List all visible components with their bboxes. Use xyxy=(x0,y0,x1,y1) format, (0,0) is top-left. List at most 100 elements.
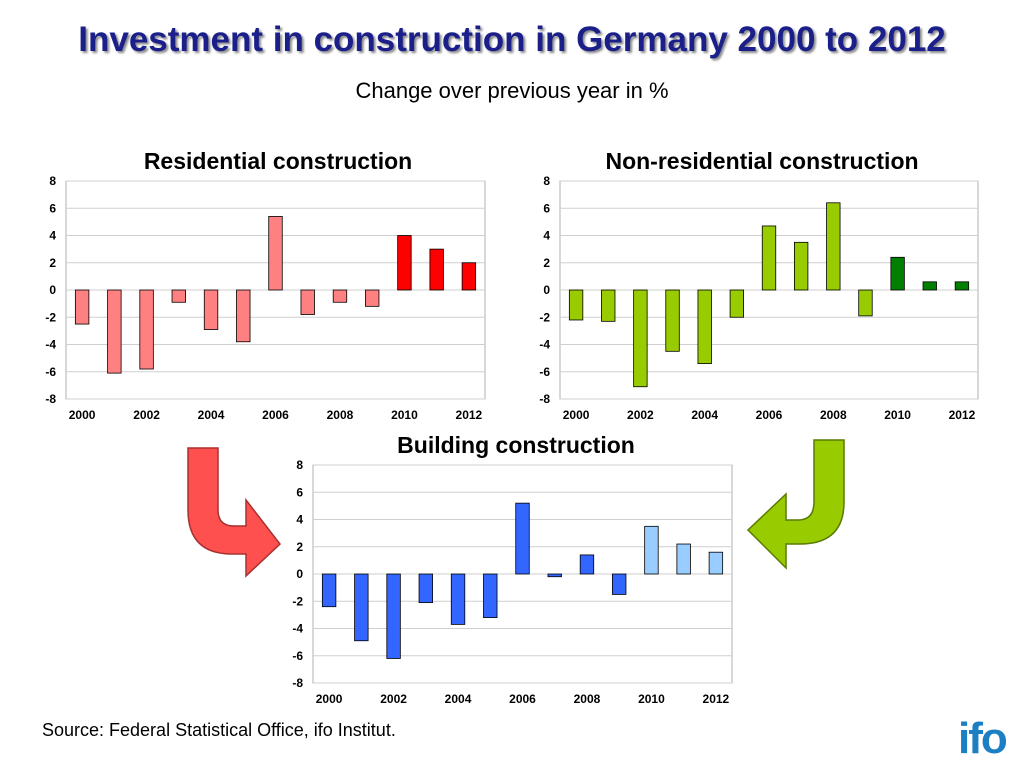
x-tick-label: 2004 xyxy=(691,408,718,422)
bar-2004 xyxy=(450,573,466,625)
bar-2012 xyxy=(954,281,970,291)
bar-2006 xyxy=(515,502,530,575)
x-tick-label: 2006 xyxy=(756,408,783,422)
y-tick-label: -8 xyxy=(539,392,550,406)
building-chart-title: Building construction xyxy=(397,432,635,458)
y-tick-label: -2 xyxy=(539,310,550,324)
y-tick-label: -6 xyxy=(45,365,56,379)
y-tick-label: -8 xyxy=(45,392,56,406)
x-tick-label: 2004 xyxy=(198,408,225,422)
left-curved-arrow-icon xyxy=(187,447,282,578)
residential-chart-title: Residential construction xyxy=(143,148,413,174)
x-tick-label: 2012 xyxy=(703,692,730,706)
y-tick-label: 0 xyxy=(49,283,56,297)
bar-2007 xyxy=(547,573,562,578)
x-tick-label: 2002 xyxy=(133,408,160,422)
y-tick-label: 8 xyxy=(49,174,56,188)
right-arrow-shape xyxy=(746,439,845,570)
x-tick-label: 2008 xyxy=(574,692,601,706)
y-tick-label: 2 xyxy=(49,256,56,270)
y-tick-label: 8 xyxy=(296,458,303,472)
bar-2003 xyxy=(171,289,186,303)
bar-2002 xyxy=(386,573,401,659)
bar-2008 xyxy=(826,202,841,291)
nonresidential-chart-title: Non-residential construction xyxy=(605,148,919,174)
bar-2004 xyxy=(203,289,219,330)
bar-2000 xyxy=(321,573,337,608)
bar-2007 xyxy=(794,241,809,291)
bar-2012 xyxy=(461,262,477,291)
bar-2002 xyxy=(633,289,648,388)
page-subtitle: Change over previous year in % xyxy=(355,78,669,103)
x-tick-label: 2010 xyxy=(884,408,911,422)
bar-2002 xyxy=(139,289,154,370)
y-tick-label: -4 xyxy=(45,338,56,352)
bar-2005 xyxy=(236,289,251,343)
y-tick-label: 6 xyxy=(543,201,550,215)
y-tick-label: 4 xyxy=(49,229,56,243)
y-tick-label: 0 xyxy=(296,567,303,581)
page-title: Investment in construction in Germany 20… xyxy=(78,20,946,59)
y-tick-label: -6 xyxy=(539,365,550,379)
bar-2007 xyxy=(300,289,315,315)
x-tick-label: 2008 xyxy=(820,408,847,422)
y-tick-label: -4 xyxy=(539,338,550,352)
y-tick-label: -4 xyxy=(292,622,303,636)
x-tick-label: 2006 xyxy=(262,408,289,422)
x-tick-label: 2010 xyxy=(391,408,418,422)
source-note: Source: Federal Statistical Office, ifo … xyxy=(42,720,396,740)
x-tick-label: 2002 xyxy=(627,408,654,422)
y-tick-label: 0 xyxy=(543,283,550,297)
y-tick-label: 6 xyxy=(49,201,56,215)
y-tick-label: -2 xyxy=(45,310,56,324)
left-arrow-shape xyxy=(187,447,282,578)
bar-2004 xyxy=(697,289,712,364)
y-tick-label: 4 xyxy=(543,229,550,243)
bar-2009 xyxy=(612,573,627,595)
x-tick-label: 2006 xyxy=(509,692,536,706)
y-tick-label: 4 xyxy=(296,513,303,527)
bar-2006 xyxy=(761,225,777,291)
bar-2011 xyxy=(922,281,937,291)
x-tick-label: 2000 xyxy=(69,408,96,422)
x-tick-label: 2000 xyxy=(563,408,590,422)
bar-2003 xyxy=(418,573,433,604)
bar-2003 xyxy=(665,289,680,352)
ifo-logo: ifo xyxy=(958,714,1022,766)
bar-2005 xyxy=(729,289,744,318)
x-tick-label: 2000 xyxy=(316,692,343,706)
bar-2010 xyxy=(397,235,412,291)
bar-2006 xyxy=(268,216,283,291)
x-tick-label: 2008 xyxy=(327,408,354,422)
right-curved-arrow-icon xyxy=(746,439,845,570)
x-tick-label: 2012 xyxy=(949,408,976,422)
bar-2010 xyxy=(644,525,659,575)
bar-2010 xyxy=(890,256,905,291)
bar-2011 xyxy=(429,248,444,291)
x-tick-label: 2012 xyxy=(456,408,483,422)
ifo-logo-text: ifo xyxy=(958,714,1008,763)
bar-2000 xyxy=(568,289,584,321)
x-tick-label: 2010 xyxy=(638,692,665,706)
y-tick-label: 2 xyxy=(296,540,303,554)
bar-2008 xyxy=(332,289,348,303)
y-tick-label: 2 xyxy=(543,256,550,270)
y-tick-label: -8 xyxy=(292,676,303,690)
bar-2011 xyxy=(676,543,691,575)
bar-2012 xyxy=(708,551,724,575)
y-tick-label: 6 xyxy=(296,485,303,499)
y-tick-label: 8 xyxy=(543,174,550,188)
bar-2009 xyxy=(858,289,873,317)
bar-2001 xyxy=(354,573,369,642)
bar-2009 xyxy=(365,289,380,307)
bar-2005 xyxy=(483,573,498,618)
y-tick-label: -6 xyxy=(292,649,303,663)
bar-2001 xyxy=(601,289,616,322)
bar-2001 xyxy=(107,289,122,374)
bar-2000 xyxy=(74,289,90,325)
x-tick-label: 2004 xyxy=(445,692,472,706)
y-tick-label: -2 xyxy=(292,594,303,608)
